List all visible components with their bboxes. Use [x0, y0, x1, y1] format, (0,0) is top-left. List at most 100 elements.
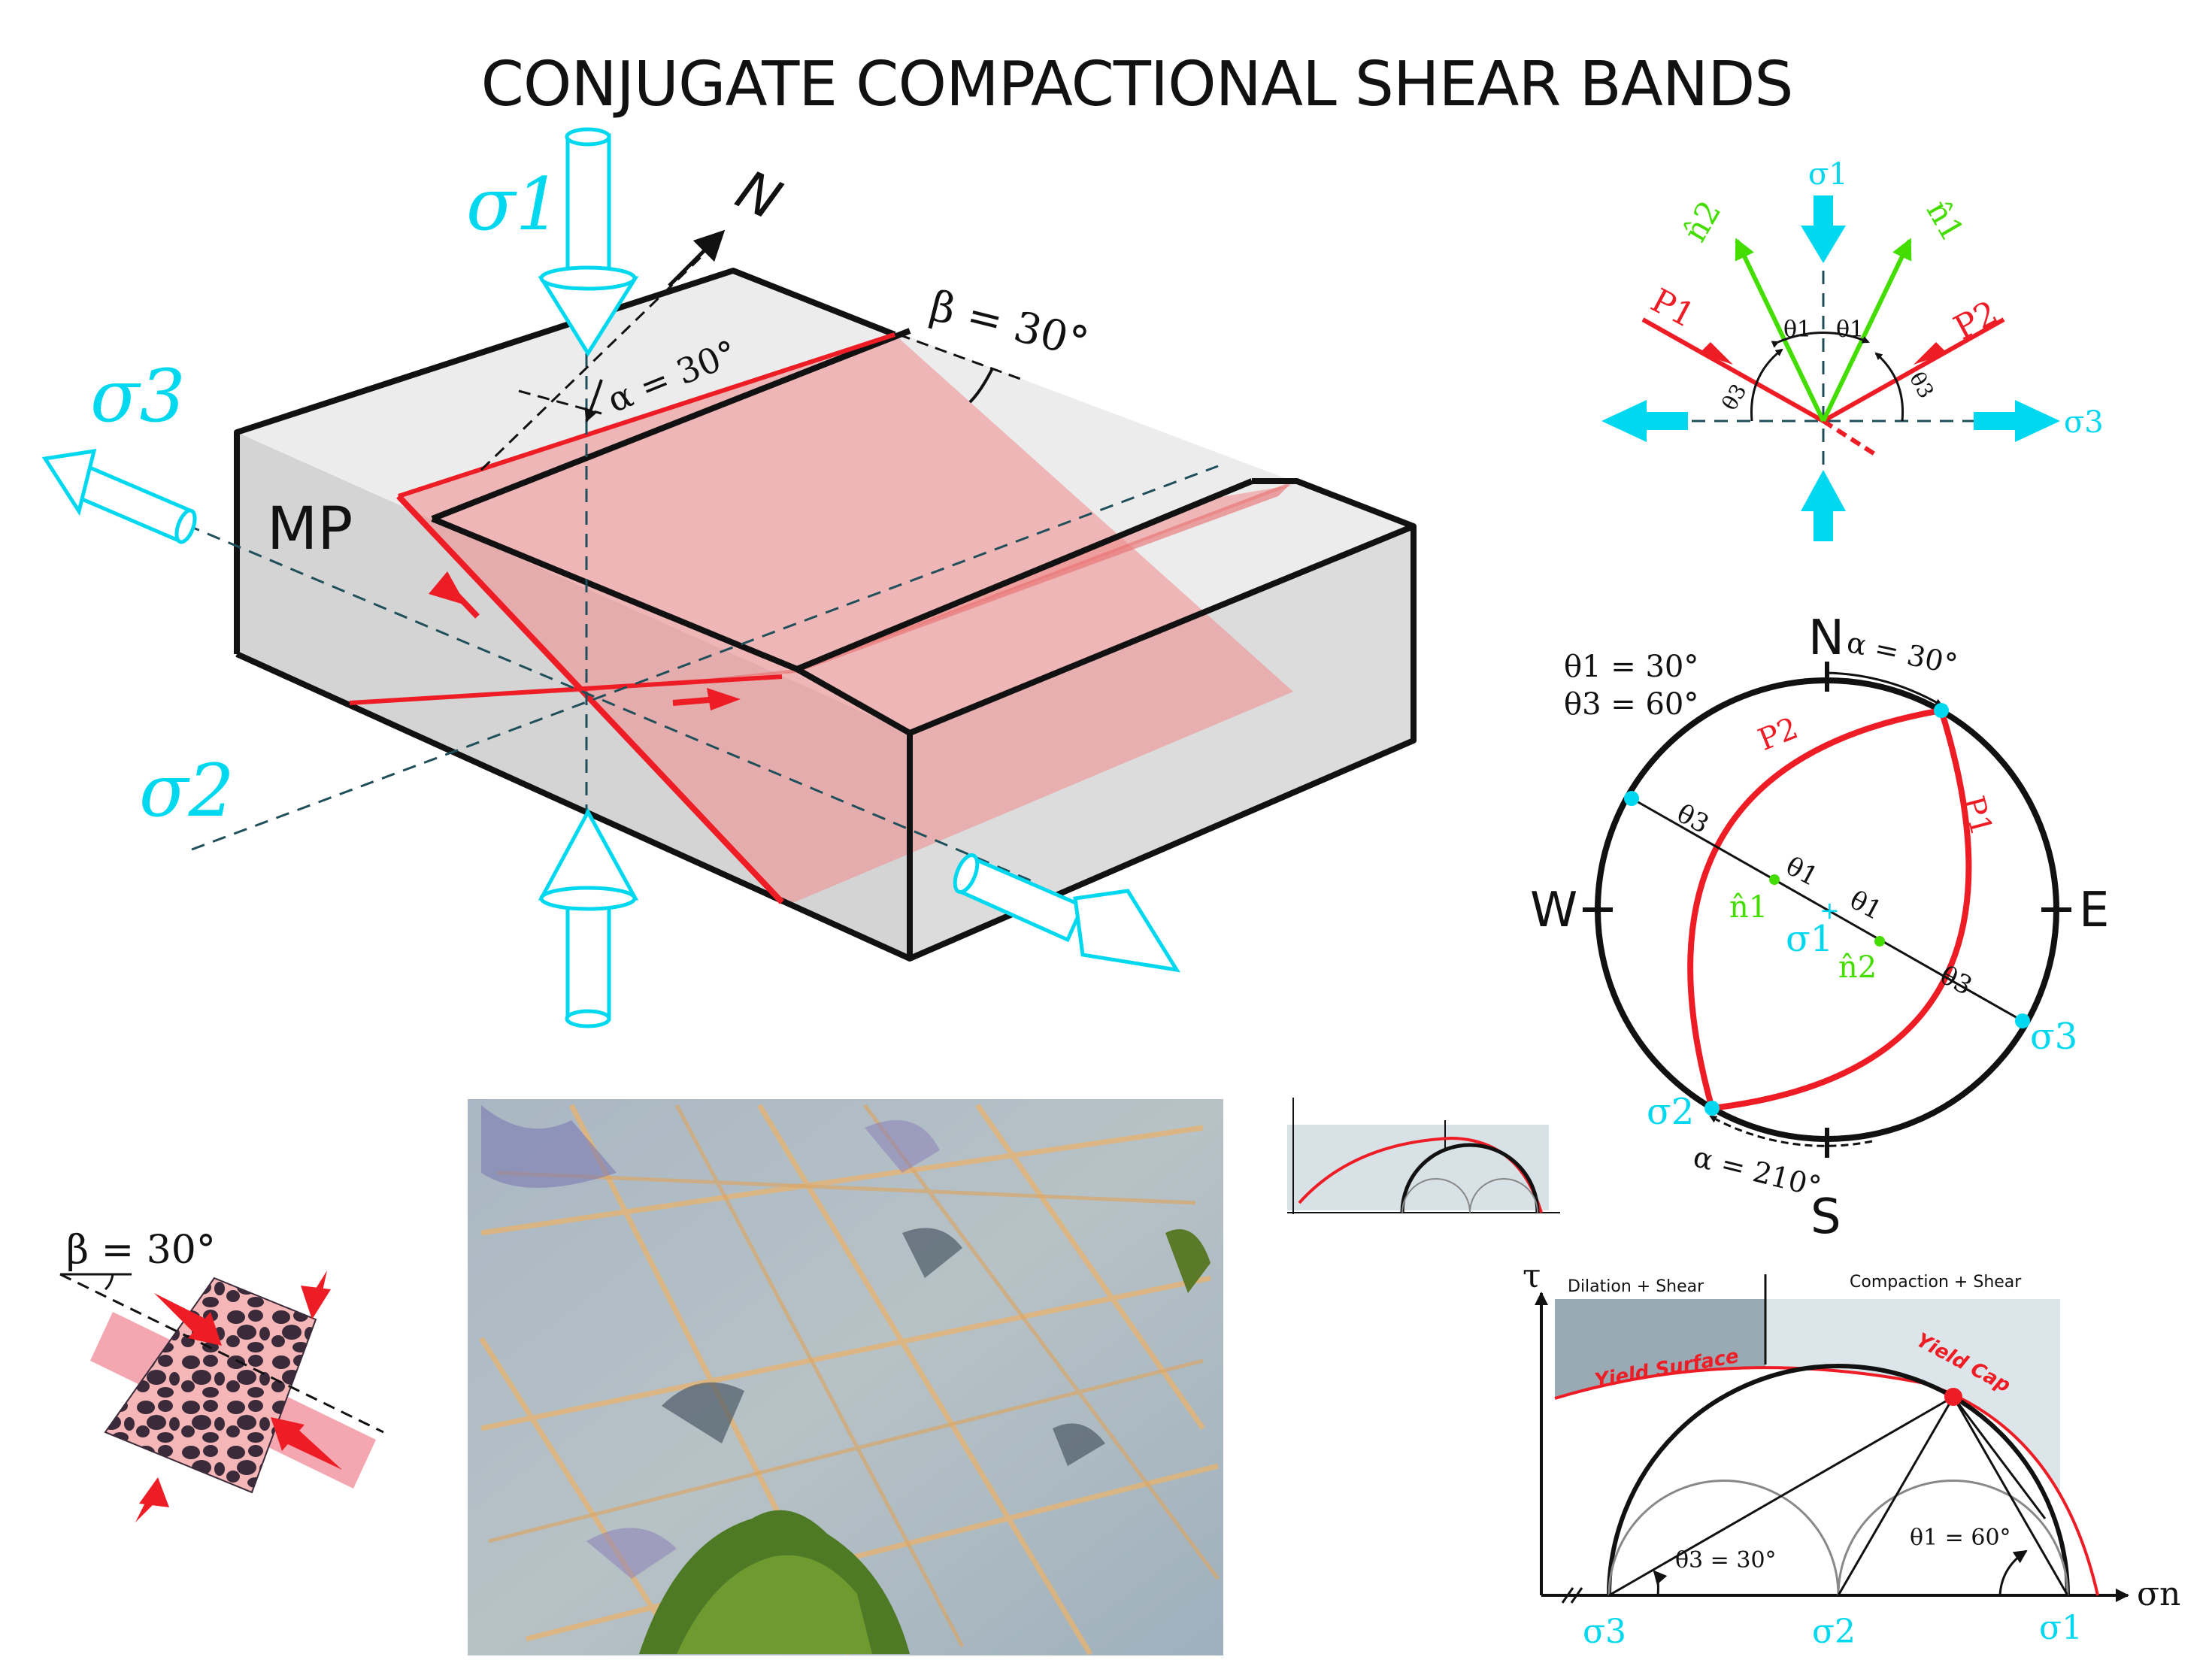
schematic-sigma3-left	[1601, 400, 1688, 442]
mohr-tau-label: τ	[1523, 1257, 1541, 1295]
mohr-yield-point	[1944, 1388, 1962, 1406]
band-p1-trace	[396, 494, 784, 904]
schematic-p2-slip	[1914, 342, 1947, 365]
mohr-sigma1-label: σ1	[2039, 1609, 2083, 1647]
mohr-inset	[1287, 1098, 1560, 1214]
schematic-theta1-arc	[1771, 332, 1870, 348]
mohr-sigma-n-label: σn	[2137, 1575, 2180, 1613]
schematic-theta3-right-arc	[1874, 352, 1904, 422]
stereonet-theta-eq1: θ1 = 30°	[1564, 650, 1698, 684]
mohr-compaction-label: Compaction + Shear	[1850, 1273, 2022, 1292]
sample-rotated-block	[104, 1277, 317, 1494]
schematic-sigma1-label: σ1	[1808, 157, 1848, 192]
slip-arrow-2	[707, 688, 741, 710]
sample-arrow-ur-head	[301, 1286, 331, 1319]
schematic-n2-label: n̂2	[1676, 195, 1728, 248]
mohr-white-under-yield	[1555, 1368, 2098, 1595]
stereonet-theta1-b: θ1	[1844, 885, 1886, 926]
schematic-p1-line	[1641, 317, 1825, 423]
alpha-arc	[584, 379, 603, 423]
sigma2-axis	[191, 465, 1219, 851]
sample-arrow-lr-head	[271, 1417, 305, 1451]
mohr-sigma3-label: σ3	[1583, 1613, 1626, 1651]
schematic-sigma1-bottom	[1801, 470, 1846, 541]
mohr-line-sigma3	[1608, 1395, 1954, 1597]
band-p2-trace	[349, 674, 783, 705]
mohr-theta3-label: θ3 = 30°	[1675, 1547, 1777, 1574]
schematic-theta3-left: θ3	[1717, 380, 1752, 415]
stress-schematic: σ1 σ3 n̂2 n̂1 P1 P2 θ1 θ1 θ3 θ3	[1601, 157, 2104, 541]
block-edge-mid	[431, 328, 911, 522]
schematic-theta1-left: θ1	[1783, 317, 1811, 343]
stereonet-n2-label: n̂2	[1838, 950, 1877, 985]
schematic-theta3-left-arc	[1750, 348, 1783, 422]
sigma3-left-arrow	[41, 448, 197, 544]
sigma2-label: σ2	[139, 749, 235, 833]
stereonet-p2-arc	[1687, 707, 1942, 1110]
stereonet-west: W	[1530, 883, 1577, 938]
north-arrow	[668, 229, 726, 287]
stereonet-point-nw	[1624, 791, 1639, 806]
stereonet-alpha-bottom: α = 210°	[1690, 1140, 1825, 1204]
beta-ref-line	[898, 333, 1023, 381]
schematic-sigma1-top	[1801, 195, 1846, 263]
inset-yield	[1298, 1136, 1543, 1213]
block-diagram: MP N α = 30° β = 30° σ1 σ3 σ2	[41, 127, 1417, 1028]
mohr-line-cross	[1952, 1396, 2047, 1519]
outcrop-photo	[468, 1099, 1223, 1655]
stereonet-point-top	[1934, 703, 1949, 718]
stereonet-p1-label: P1	[1956, 792, 1999, 839]
stereonet-sigma3-label: σ3	[2030, 1016, 2077, 1058]
slip-arrow-1-tail	[445, 583, 480, 619]
stereonet-p2-label: P2	[1753, 711, 1803, 758]
sample-arrow-ul-head	[188, 1312, 222, 1346]
schematic-sigma3-label: σ3	[2064, 405, 2104, 440]
mohr-theta1-label: θ1 = 60°	[1910, 1525, 2011, 1551]
sigma3-right-arrow	[953, 853, 1181, 973]
sigma1-label: σ1	[466, 162, 562, 247]
stereonet-alpha-top-arc	[1826, 671, 1943, 707]
page-title: CONJUGATE COMPACTIONAL SHEAR BANDS	[481, 49, 1793, 120]
sigma3-label: σ3	[90, 354, 186, 438]
block-label-mp: MP	[267, 495, 353, 563]
stereonet-alpha-bottom-arc	[1709, 1115, 1873, 1147]
stereonet-point-n2	[1874, 936, 1885, 947]
stereonet-sigma2-label: σ2	[1647, 1091, 1694, 1133]
mohr-theta3-arc	[1653, 1570, 1668, 1596]
mohr-theta1-arc	[1998, 1549, 2028, 1596]
schematic-n2-vector	[1735, 238, 1826, 423]
stereonet-east: E	[2079, 883, 2109, 938]
stereonet-point-n1	[1769, 874, 1780, 885]
schematic-n1-label: n̂1	[1920, 194, 1971, 247]
schematic-p2-line	[1822, 317, 2005, 423]
inset-big-circle	[1400, 1143, 1540, 1213]
stereonet-sigma1-label: σ1	[1786, 918, 1833, 960]
schematic-sigma3-right	[1974, 400, 2060, 442]
mohr-line-sigma2	[1837, 1396, 1955, 1596]
mohr-axis-break-2	[1570, 1587, 1583, 1604]
stereonet-south: S	[1811, 1189, 1841, 1245]
schematic-p1-slip	[1699, 342, 1733, 365]
sigma1-bottom-arrow	[538, 807, 639, 1028]
inset-small-circle-b	[1469, 1178, 1538, 1213]
alpha-ref-line	[518, 389, 602, 415]
sigma1-top-arrow	[538, 127, 639, 357]
north-label: N	[727, 158, 790, 232]
stereonet-center-cross: +	[1820, 896, 1840, 925]
shear-plane-p2	[350, 485, 1293, 703]
schematic-n1-vector	[1821, 238, 1912, 423]
sigma3-axis	[82, 480, 1038, 885]
slip-arrow-2-tail	[672, 696, 719, 706]
mohr-diagram: τ σn Dilation + Shear Compaction + Shear…	[1523, 1257, 2180, 1651]
inset-small-circle-a	[1401, 1178, 1471, 1213]
schematic-p2-extension	[1822, 419, 1877, 457]
sample-beta-label: β = 30°	[66, 1228, 216, 1273]
stereonet-theta-eq3: θ3 = 60°	[1564, 687, 1698, 722]
stereonet-theta3-b: θ3	[1935, 960, 1977, 1001]
stereonet-north: N	[1808, 610, 1844, 666]
sample-arrow-ul	[154, 1293, 214, 1334]
sample-beta-arc	[104, 1274, 114, 1291]
mohr-dilation-label: Dilation + Shear	[1568, 1277, 1704, 1296]
block-edges	[234, 268, 896, 654]
stereonet-point-sigma3	[2015, 1013, 2030, 1028]
